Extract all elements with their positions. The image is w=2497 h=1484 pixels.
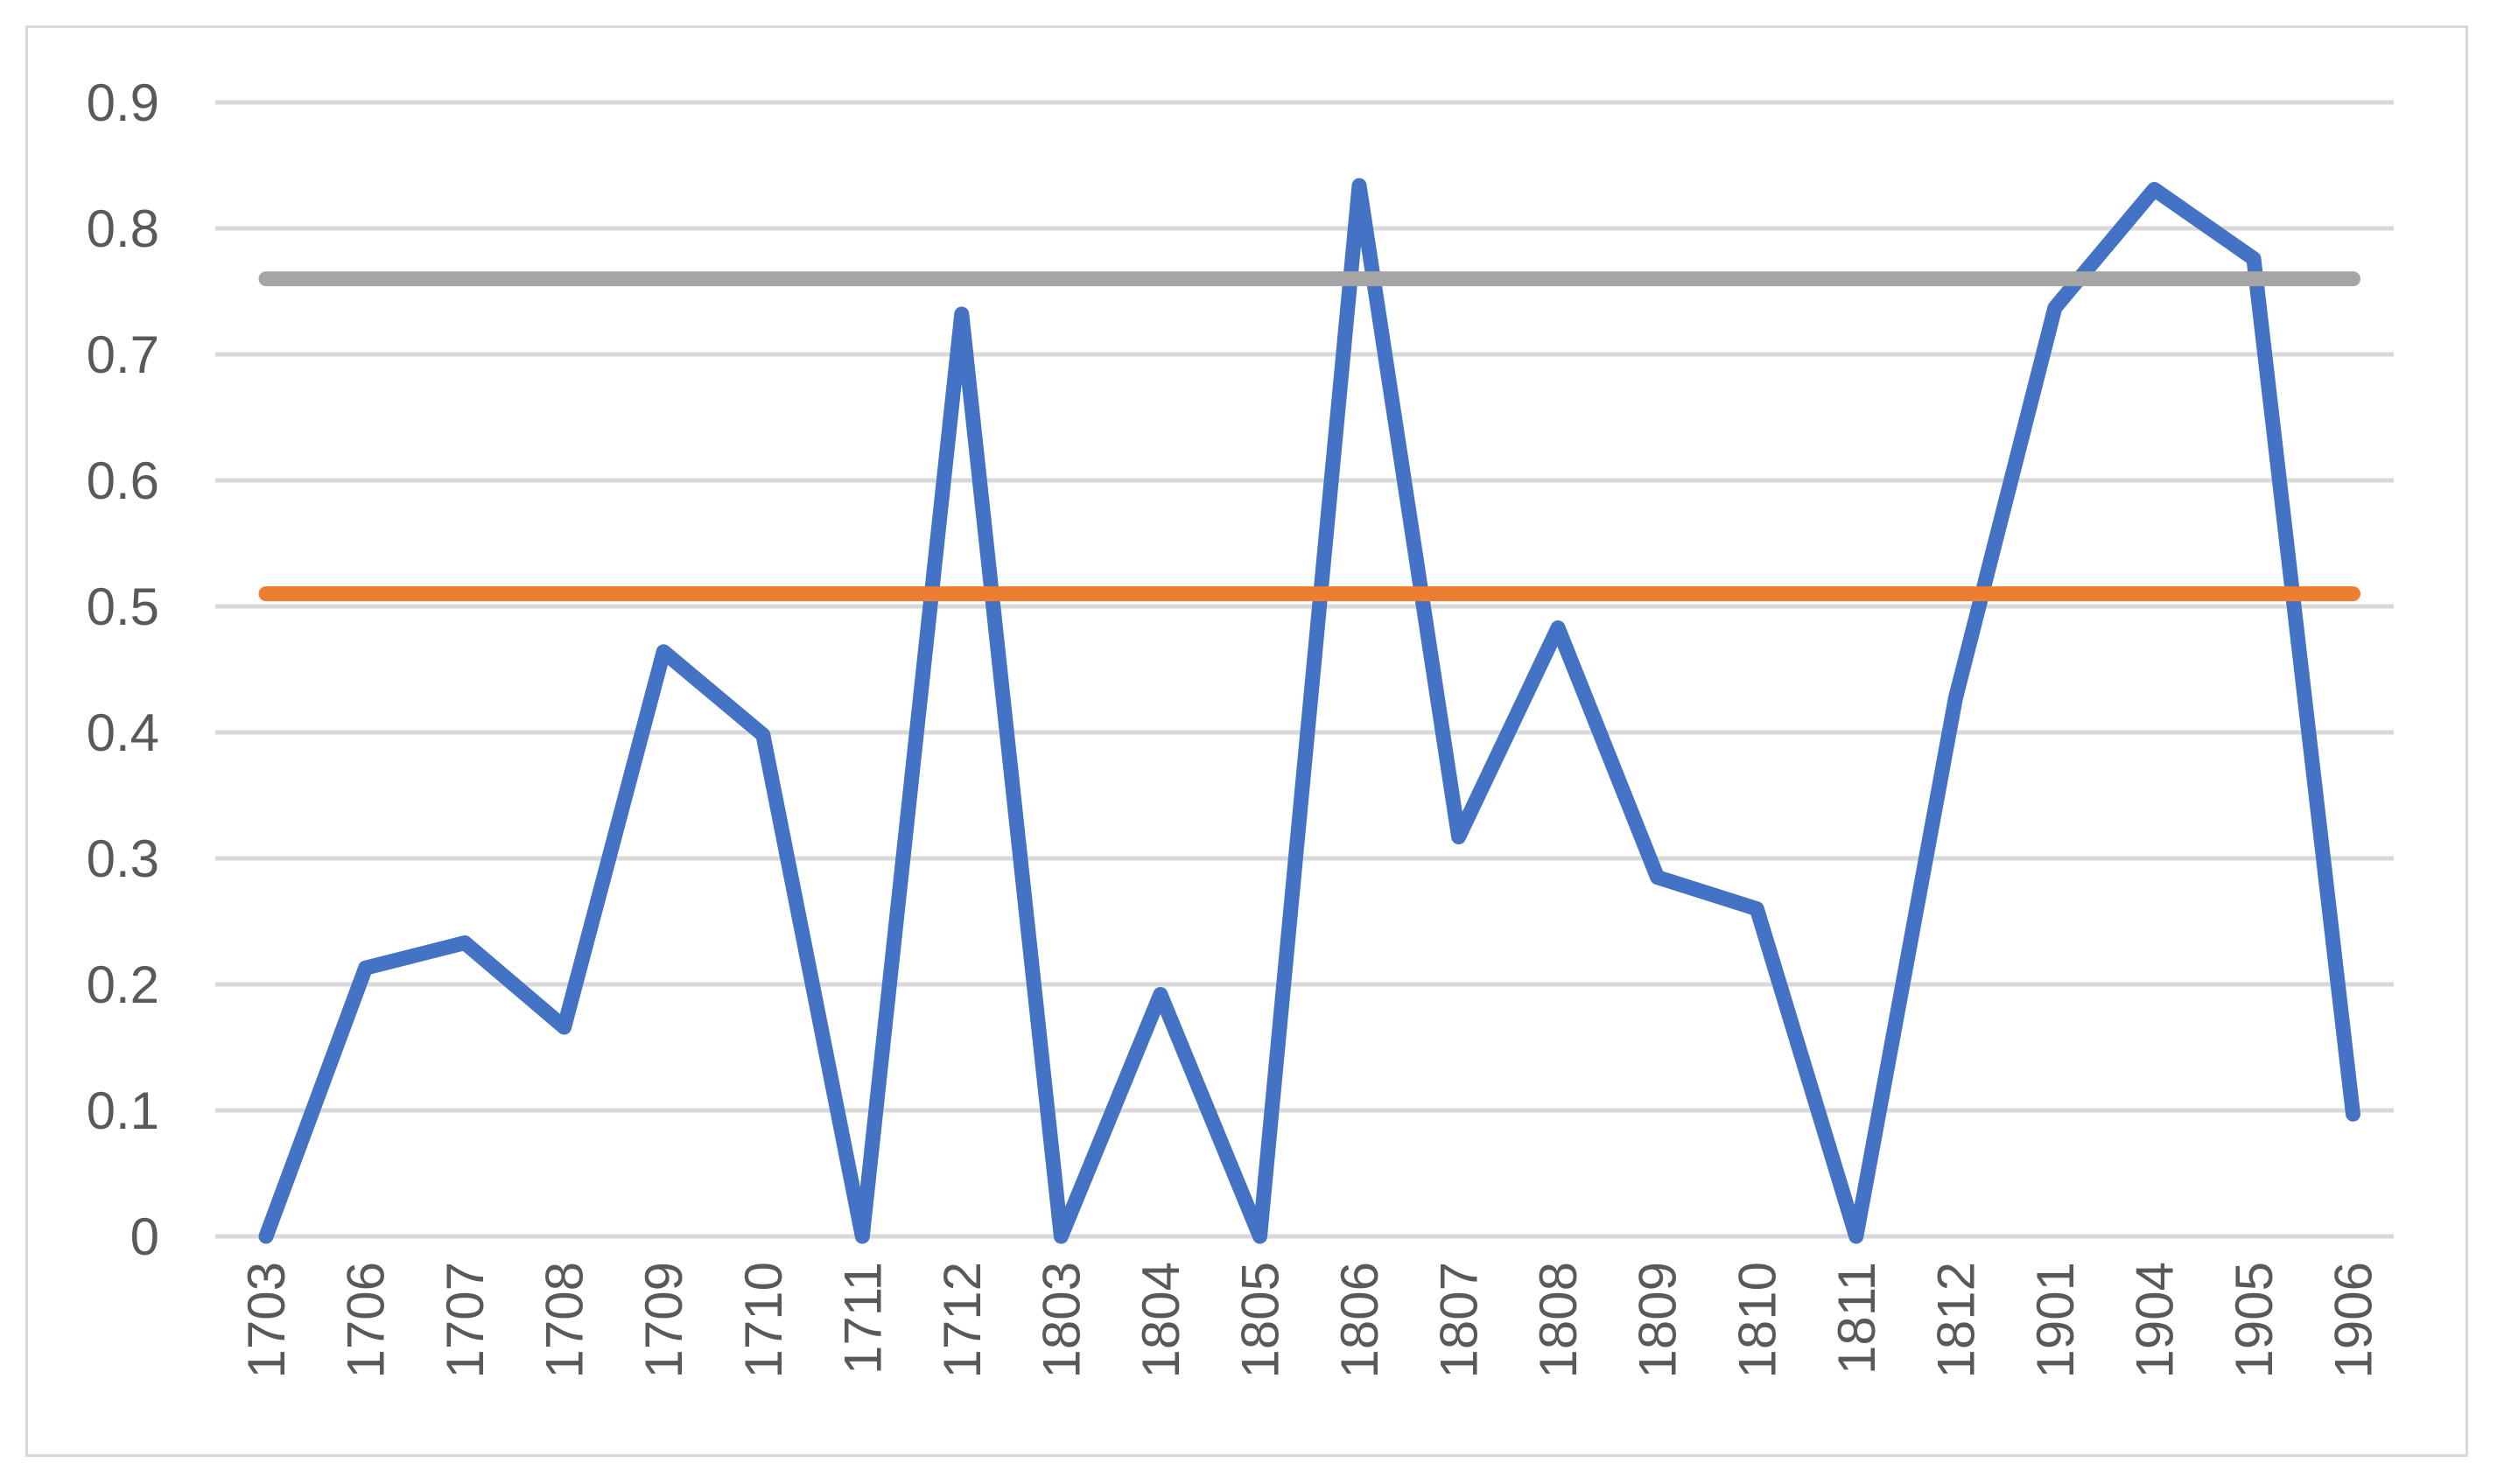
y-tick-label: 0.4 xyxy=(87,704,159,762)
x-tick-label: 1810 xyxy=(1728,1262,1786,1378)
x-tick-label: 1809 xyxy=(1629,1262,1687,1378)
x-tick-label: 1803 xyxy=(1032,1262,1091,1378)
x-tick-label: 1805 xyxy=(1231,1262,1290,1378)
x-tick-label: 1707 xyxy=(436,1262,494,1378)
x-tick-label: 1906 xyxy=(2325,1262,2383,1378)
series-line-0 xyxy=(258,178,2360,1244)
x-tick-label: 1703 xyxy=(237,1262,296,1378)
series-lines xyxy=(258,178,2360,1244)
x-tick-label: 1904 xyxy=(2125,1262,2184,1378)
x-tick-label: 1712 xyxy=(933,1262,992,1378)
y-tick-label: 0.9 xyxy=(87,74,159,132)
y-tick-label: 0.8 xyxy=(87,200,159,258)
line-chart: 00.10.20.30.40.50.60.70.80.9 1703 1706 170… xyxy=(87,74,2394,1378)
chart-frame: 0 0.1 0.2 0.3 0.4 0.5 0.6 0.7 0.8 0.9 1703 1706 170… xyxy=(25,25,2468,1457)
x-tick-label: 1812 xyxy=(1926,1262,1985,1378)
x-tick-label: 1710 xyxy=(734,1262,793,1378)
y-tick-label: 0.6 xyxy=(87,452,159,510)
x-tick-label: 1808 xyxy=(1529,1262,1588,1378)
y-tick-label: 0.5 xyxy=(87,578,159,636)
x-tick-label: 1807 xyxy=(1430,1262,1489,1378)
x-tick-label: 1708 xyxy=(536,1262,594,1378)
x-axis-ticks: 1703 1706 1707 1708 1709 1710 1711 1712 1803 1804… xyxy=(237,1262,2383,1378)
x-tick-label: 1806 xyxy=(1330,1262,1389,1378)
y-tick-label: 0 xyxy=(130,1208,159,1266)
x-tick-label: 1901 xyxy=(2026,1262,2085,1378)
x-tick-label: 1711 xyxy=(833,1262,892,1375)
y-tick-label: 0.7 xyxy=(87,326,159,384)
x-tick-label: 1905 xyxy=(2225,1262,2283,1378)
x-tick-label: 1709 xyxy=(635,1262,693,1378)
x-tick-label: 1811 xyxy=(1827,1262,1886,1375)
y-axis-ticks: 0 0.1 0.2 0.3 0.4 0.5 0.6 0.7 0.8 0.9 xyxy=(87,74,159,1266)
y-tick-label: 0.3 xyxy=(87,830,159,888)
y-tick-label: 0.2 xyxy=(87,956,159,1014)
x-tick-label: 1804 xyxy=(1132,1262,1190,1378)
x-tick-label: 1706 xyxy=(337,1262,396,1378)
y-tick-label: 0.1 xyxy=(87,1082,159,1140)
